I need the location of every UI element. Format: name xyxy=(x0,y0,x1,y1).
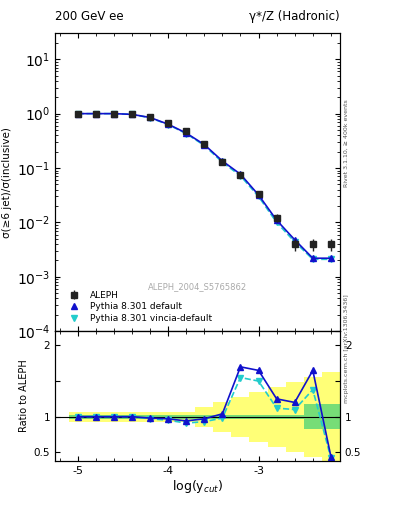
Pythia 8.301 default xyxy=(274,217,279,223)
Pythia 8.301 vincia-default xyxy=(274,219,279,225)
Text: ALEPH_2004_S5765862: ALEPH_2004_S5765862 xyxy=(148,282,247,291)
Pythia 8.301 default xyxy=(148,114,152,120)
Pythia 8.301 vincia-default xyxy=(184,131,189,137)
Pythia 8.301 default xyxy=(310,255,315,261)
Y-axis label: σ(≥6 jet)/σ(inclusive): σ(≥6 jet)/σ(inclusive) xyxy=(2,127,13,238)
Pythia 8.301 default xyxy=(329,255,333,261)
Pythia 8.301 default xyxy=(130,111,134,117)
X-axis label: log(y$_{cut}$): log(y$_{cut}$) xyxy=(172,478,223,496)
Pythia 8.301 default xyxy=(75,111,80,117)
Pythia 8.301 default xyxy=(94,111,98,117)
Legend: ALEPH, Pythia 8.301 default, Pythia 8.301 vincia-default: ALEPH, Pythia 8.301 default, Pythia 8.30… xyxy=(59,287,216,327)
Pythia 8.301 default xyxy=(202,141,207,147)
Text: mcplots.cern.ch [arXiv:1306.3436]: mcplots.cern.ch [arXiv:1306.3436] xyxy=(344,294,349,402)
Pythia 8.301 vincia-default xyxy=(94,111,98,117)
Pythia 8.301 vincia-default xyxy=(329,256,333,262)
Pythia 8.301 vincia-default xyxy=(256,194,261,200)
Pythia 8.301 vincia-default xyxy=(292,239,297,245)
Y-axis label: Ratio to ALEPH: Ratio to ALEPH xyxy=(20,359,29,433)
Pythia 8.301 default xyxy=(292,237,297,243)
Pythia 8.301 default xyxy=(220,158,225,164)
Pythia 8.301 vincia-default xyxy=(202,142,207,148)
Pythia 8.301 default xyxy=(112,111,116,117)
Pythia 8.301 vincia-default xyxy=(166,121,171,127)
Text: 200 GeV ee: 200 GeV ee xyxy=(55,10,124,23)
Pythia 8.301 vincia-default xyxy=(220,159,225,165)
Pythia 8.301 vincia-default xyxy=(310,256,315,262)
Pythia 8.301 default xyxy=(256,192,261,198)
Pythia 8.301 vincia-default xyxy=(148,115,152,121)
Line: Pythia 8.301 vincia-default: Pythia 8.301 vincia-default xyxy=(75,111,334,263)
Pythia 8.301 vincia-default xyxy=(130,111,134,117)
Pythia 8.301 default xyxy=(166,121,171,127)
Text: Rivet 3.1.10, ≥ 400k events: Rivet 3.1.10, ≥ 400k events xyxy=(344,99,349,187)
Pythia 8.301 vincia-default xyxy=(112,111,116,117)
Pythia 8.301 default xyxy=(238,171,243,177)
Pythia 8.301 vincia-default xyxy=(75,111,80,117)
Line: Pythia 8.301 default: Pythia 8.301 default xyxy=(75,111,334,261)
Text: γ*/Z (Hadronic): γ*/Z (Hadronic) xyxy=(249,10,340,23)
Pythia 8.301 vincia-default xyxy=(238,173,243,179)
Pythia 8.301 default xyxy=(184,130,189,136)
